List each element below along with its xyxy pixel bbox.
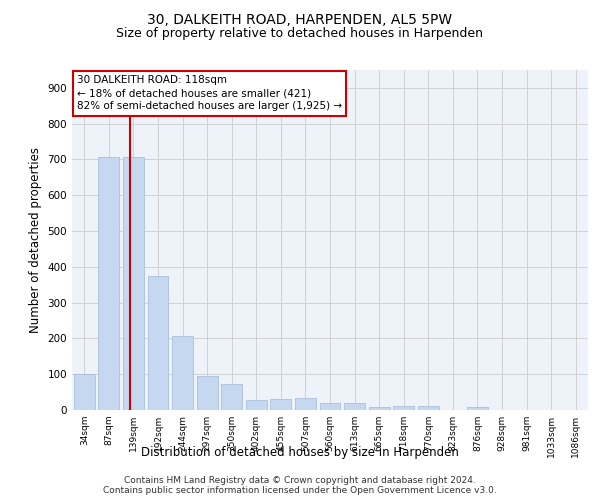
Bar bbox=[344, 403, 365, 410]
Bar bbox=[368, 407, 389, 410]
Bar bbox=[221, 384, 242, 410]
Bar bbox=[246, 400, 267, 410]
Bar bbox=[393, 406, 414, 410]
Text: 30 DALKEITH ROAD: 118sqm
← 18% of detached houses are smaller (421)
82% of semi-: 30 DALKEITH ROAD: 118sqm ← 18% of detach… bbox=[77, 75, 342, 112]
Bar bbox=[418, 406, 439, 410]
Y-axis label: Number of detached properties: Number of detached properties bbox=[29, 147, 42, 333]
Bar bbox=[320, 403, 340, 410]
Bar bbox=[148, 276, 169, 410]
Bar bbox=[123, 157, 144, 410]
Bar bbox=[467, 407, 488, 410]
Bar bbox=[74, 374, 95, 410]
Bar bbox=[271, 400, 292, 410]
Text: 30, DALKEITH ROAD, HARPENDEN, AL5 5PW: 30, DALKEITH ROAD, HARPENDEN, AL5 5PW bbox=[148, 12, 452, 26]
Bar bbox=[197, 376, 218, 410]
Text: Size of property relative to detached houses in Harpenden: Size of property relative to detached ho… bbox=[116, 28, 484, 40]
Bar bbox=[98, 157, 119, 410]
Text: Contains HM Land Registry data © Crown copyright and database right 2024.
Contai: Contains HM Land Registry data © Crown c… bbox=[103, 476, 497, 495]
Bar bbox=[172, 336, 193, 410]
Text: Distribution of detached houses by size in Harpenden: Distribution of detached houses by size … bbox=[141, 446, 459, 459]
Bar bbox=[295, 398, 316, 410]
